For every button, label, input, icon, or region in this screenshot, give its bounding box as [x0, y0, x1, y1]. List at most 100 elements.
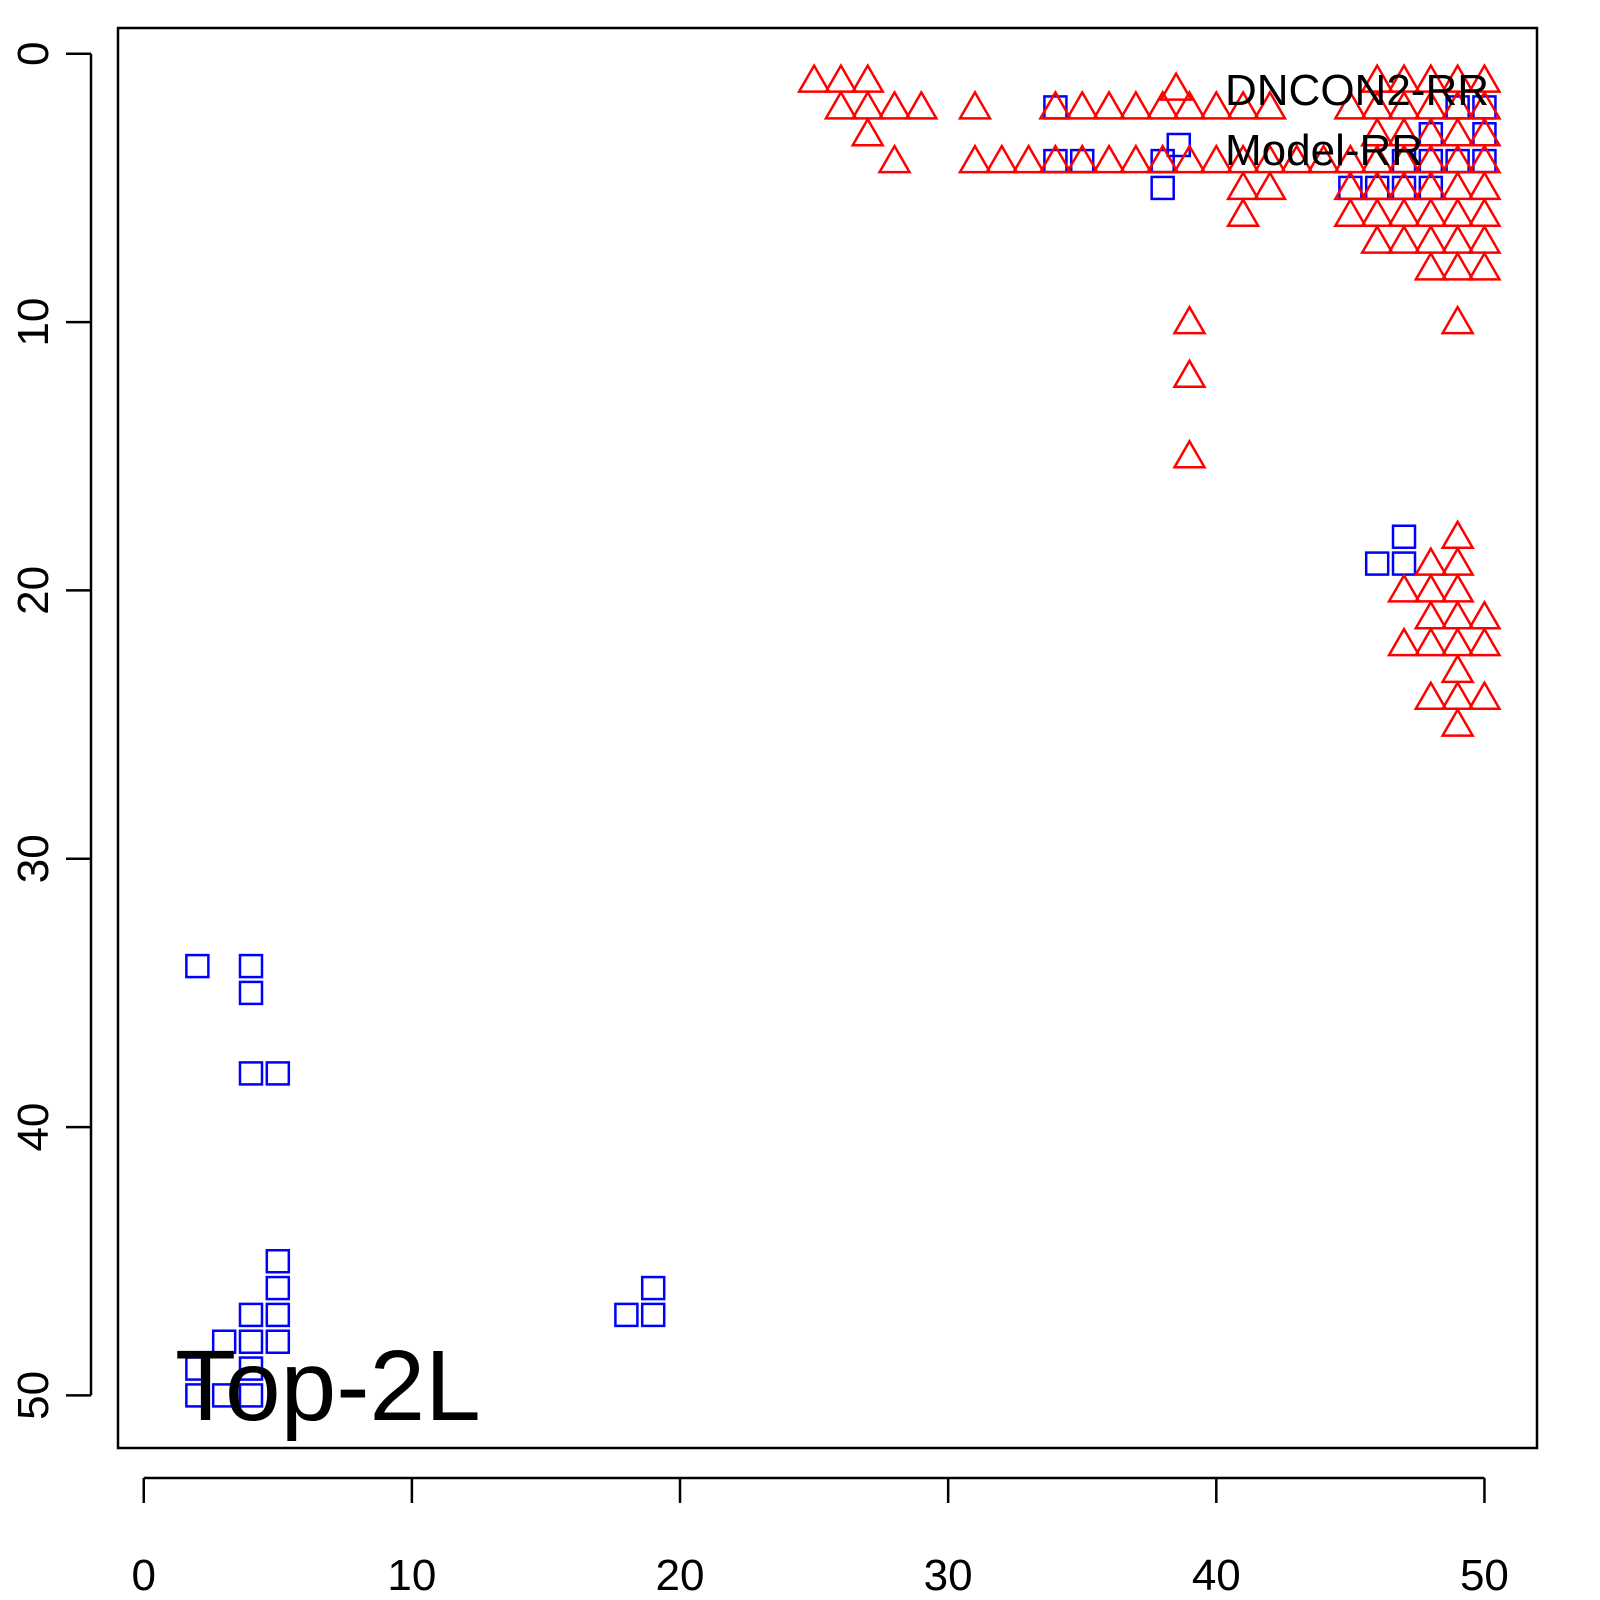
point: [1172, 438, 1207, 469]
y-tick-label: 10: [9, 298, 58, 347]
point: [1413, 250, 1448, 281]
legend-label: DNCON2-RR: [1225, 66, 1489, 115]
point: [1413, 626, 1448, 657]
point: [1386, 224, 1422, 254]
point: [1252, 89, 1288, 120]
point: [1360, 197, 1395, 228]
point: [265, 1302, 291, 1328]
point: [1225, 170, 1261, 201]
point: [1440, 116, 1475, 147]
point: [185, 953, 210, 979]
point: [1440, 707, 1475, 737]
point: [1386, 197, 1422, 228]
point: [1118, 143, 1154, 174]
point: [1199, 143, 1234, 174]
point: [1467, 197, 1502, 228]
point: [1118, 89, 1154, 120]
point: [614, 1302, 639, 1328]
point: [1158, 71, 1194, 101]
point: [1413, 197, 1448, 228]
point: [1413, 546, 1448, 576]
point: [850, 89, 885, 120]
point: [1199, 89, 1234, 120]
point: [1413, 572, 1448, 603]
x-tick-label: 10: [387, 1551, 436, 1600]
point: [1172, 358, 1207, 389]
point: [1440, 224, 1475, 254]
point: [265, 1329, 291, 1354]
point: [238, 1329, 264, 1354]
y-tick-label: 20: [9, 566, 58, 615]
point: [1440, 546, 1475, 576]
point: [1391, 524, 1417, 550]
point: [1150, 175, 1175, 201]
point: [1364, 551, 1390, 576]
point: [1038, 143, 1073, 174]
point: [1467, 680, 1502, 711]
point: [1467, 599, 1502, 630]
point: [1360, 224, 1395, 254]
point: [1065, 143, 1100, 174]
point: [1467, 224, 1502, 254]
point: [877, 143, 912, 174]
point: [1440, 626, 1475, 657]
legend-label: Model-RR: [1225, 126, 1423, 175]
point: [984, 143, 1019, 174]
point: [265, 1248, 291, 1274]
point: [823, 89, 859, 120]
point: [1440, 519, 1475, 550]
point: [1386, 572, 1422, 603]
point: [1413, 224, 1448, 254]
point: [1440, 250, 1475, 281]
point: [1225, 89, 1261, 120]
annotation: Top-2L: [175, 1330, 481, 1442]
x-tick-label: 0: [131, 1551, 155, 1600]
y-tick-label: 0: [9, 42, 58, 66]
point: [640, 1302, 666, 1328]
point: [1172, 143, 1207, 174]
point: [1091, 89, 1127, 120]
point: [877, 89, 912, 120]
point: [1440, 599, 1475, 630]
point: [265, 1061, 291, 1086]
point: [640, 1275, 666, 1301]
point: [1065, 89, 1100, 120]
point: [1386, 626, 1422, 657]
plot-frame: [116, 26, 1539, 1450]
x-tick-label: 40: [1192, 1551, 1241, 1600]
point: [957, 89, 993, 120]
point: [1145, 143, 1180, 174]
point: [1333, 89, 1368, 120]
point: [850, 116, 885, 147]
point: [1252, 170, 1288, 201]
point: [904, 89, 939, 120]
point: [1038, 89, 1073, 120]
point: [1279, 143, 1314, 174]
point: [211, 1383, 237, 1408]
x-tick-label: 30: [924, 1551, 973, 1600]
point: [185, 1383, 210, 1408]
point: [1413, 599, 1448, 630]
point: [1440, 304, 1475, 335]
point: [1011, 143, 1046, 174]
point: [850, 63, 885, 93]
point: [1467, 250, 1502, 281]
point: [1172, 304, 1207, 335]
point: [238, 1061, 264, 1086]
point: [796, 63, 832, 93]
point: [1440, 572, 1475, 603]
point: [265, 1275, 291, 1301]
point: [238, 1302, 264, 1328]
point: [1467, 170, 1502, 201]
point: [1145, 89, 1180, 120]
point: [238, 1356, 264, 1381]
y-tick-label: 50: [9, 1371, 58, 1420]
point: [238, 953, 264, 979]
point: [1440, 680, 1475, 711]
point: [1440, 170, 1475, 201]
point: [1467, 626, 1502, 657]
y-tick-label: 40: [9, 1103, 58, 1152]
point: [957, 143, 993, 174]
point: [1413, 680, 1448, 711]
